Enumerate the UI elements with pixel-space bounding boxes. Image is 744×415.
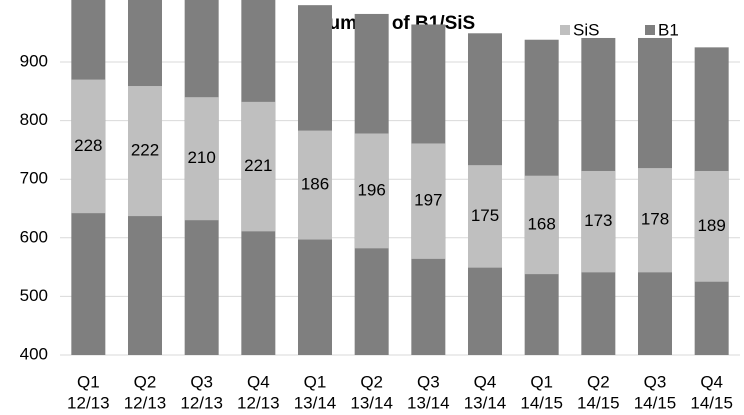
legend-label: SiS [573, 20, 599, 39]
data-label: 221 [244, 156, 272, 175]
x-tick-label: Q2 [134, 372, 157, 391]
x-tick-label: 12/13 [180, 393, 223, 412]
x-tick-label: 13/14 [294, 393, 337, 412]
y-tick-label: 900 [20, 51, 48, 70]
y-tick-label: 600 [20, 227, 48, 246]
data-label: 189 [697, 216, 725, 235]
legend-label: B1 [658, 20, 679, 39]
x-tick-label: 14/15 [520, 393, 563, 412]
bar-segment [411, 143, 446, 259]
legend-swatch [560, 25, 570, 35]
x-tick-label: Q2 [360, 372, 383, 391]
bar-segment [468, 165, 502, 268]
x-tick-label: Q3 [644, 372, 667, 391]
data-label: 178 [641, 210, 669, 229]
y-tick-label: 800 [20, 110, 48, 129]
y-tick-label: 400 [20, 344, 48, 363]
data-label: 173 [584, 211, 612, 230]
x-tick-label: Q1 [304, 372, 327, 391]
data-label: 228 [74, 136, 102, 155]
x-tick-label: 13/14 [350, 393, 393, 412]
bar-segment [128, 86, 162, 217]
y-tick-label: 500 [20, 286, 48, 305]
data-label: 196 [357, 180, 385, 199]
data-label: 168 [527, 214, 555, 233]
bar-segment [298, 130, 332, 240]
x-tick-label: 13/14 [407, 393, 450, 412]
x-tick-label: 12/13 [237, 393, 280, 412]
bar-segment [71, 79, 106, 214]
x-tick-label: Q4 [474, 372, 497, 391]
x-tick-label: Q4 [247, 372, 270, 391]
data-label: 175 [471, 206, 499, 225]
data-label: 197 [414, 191, 442, 210]
bar-segment [184, 97, 219, 221]
y-tick-label: 700 [20, 169, 48, 188]
data-label: 210 [187, 148, 215, 167]
x-tick-label: 14/15 [690, 393, 733, 412]
bar-segment [354, 133, 389, 249]
x-tick-label: Q1 [77, 372, 100, 391]
x-tick-label: 12/13 [124, 393, 167, 412]
x-tick-label: 13/14 [464, 393, 507, 412]
chart-title: Number of B1/SiS [315, 13, 475, 34]
x-tick-label: Q4 [700, 372, 723, 391]
x-tick-label: Q1 [530, 372, 553, 391]
data-label: 186 [301, 175, 329, 194]
bar-segment [524, 175, 559, 275]
bar-segment [694, 170, 729, 282]
x-tick-label: 12/13 [67, 393, 110, 412]
x-tick-label: 14/15 [634, 393, 677, 412]
x-tick-label: Q2 [587, 372, 610, 391]
bar-segment [241, 101, 276, 232]
x-tick-label: Q3 [190, 372, 213, 391]
x-tick-label: Q3 [417, 372, 440, 391]
legend-swatch [645, 25, 655, 35]
x-tick-label: 14/15 [577, 393, 620, 412]
bar-segment [581, 170, 616, 273]
data-label: 222 [131, 141, 159, 160]
bar-segment [638, 168, 672, 273]
